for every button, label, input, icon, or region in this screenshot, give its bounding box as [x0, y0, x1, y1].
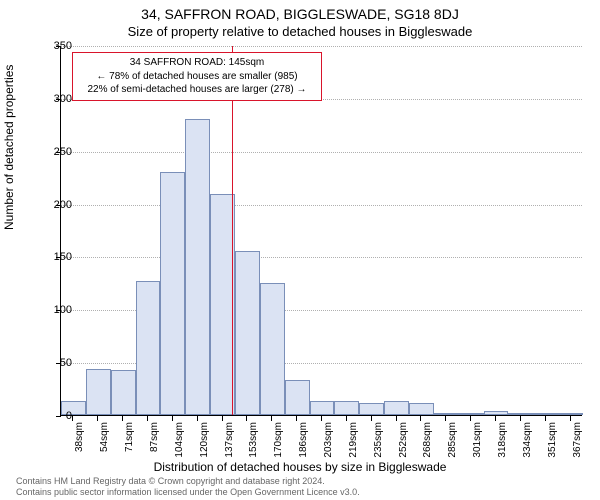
gridline — [61, 205, 582, 206]
xtick-mark — [396, 416, 397, 421]
footer-line: Contains public sector information licen… — [16, 487, 360, 498]
histogram-bar — [484, 411, 509, 415]
histogram-bar — [136, 281, 161, 415]
xtick-mark — [122, 416, 123, 421]
gridline — [61, 257, 582, 258]
histogram-bar — [334, 401, 359, 415]
xtick-mark — [246, 416, 247, 421]
xtick-mark — [445, 416, 446, 421]
histogram-bar — [533, 413, 558, 415]
histogram-bar — [508, 413, 533, 415]
xtick-mark — [296, 416, 297, 421]
ytick-label: 250 — [32, 146, 72, 158]
xtick-mark — [495, 416, 496, 421]
plot-area — [60, 46, 582, 416]
xtick-mark — [197, 416, 198, 421]
xtick-mark — [97, 416, 98, 421]
histogram-bar — [235, 251, 260, 415]
ytick-label: 300 — [32, 93, 72, 105]
ytick-label: 50 — [32, 357, 72, 369]
xtick-mark — [72, 416, 73, 421]
histogram-bar — [384, 401, 409, 415]
xtick-mark — [172, 416, 173, 421]
xtick-mark — [420, 416, 421, 421]
ytick-label: 200 — [32, 199, 72, 211]
histogram-bar — [310, 401, 335, 415]
xtick-mark — [321, 416, 322, 421]
xtick-mark — [570, 416, 571, 421]
histogram-bar — [160, 172, 185, 415]
annotation-line: ← 78% of detached houses are smaller (98… — [79, 70, 315, 84]
ytick-label: 350 — [32, 40, 72, 52]
histogram-bar — [409, 403, 434, 415]
ytick-label: 0 — [32, 410, 72, 422]
xtick-mark — [222, 416, 223, 421]
gridline — [61, 152, 582, 153]
histogram-bar — [111, 370, 136, 415]
annotation-box: 34 SAFFRON ROAD: 145sqm ← 78% of detache… — [72, 52, 322, 101]
ytick-label: 150 — [32, 251, 72, 263]
histogram-bar — [459, 413, 484, 415]
histogram-bar — [260, 283, 285, 415]
histogram-bar — [359, 403, 384, 415]
chart-container: 34, SAFFRON ROAD, BIGGLESWADE, SG18 8DJ … — [0, 0, 600, 500]
xtick-mark — [520, 416, 521, 421]
chart-title-sub: Size of property relative to detached ho… — [0, 24, 600, 39]
footer-attribution: Contains HM Land Registry data © Crown c… — [16, 476, 360, 499]
xtick-mark — [371, 416, 372, 421]
histogram-bar — [86, 369, 111, 416]
xtick-mark — [545, 416, 546, 421]
reference-line — [232, 46, 233, 415]
histogram-bar — [185, 119, 210, 415]
xtick-mark — [470, 416, 471, 421]
histogram-bar — [434, 413, 459, 415]
annotation-line: 34 SAFFRON ROAD: 145sqm — [79, 56, 315, 70]
y-axis-label: Number of detached properties — [2, 65, 16, 230]
gridline — [61, 46, 582, 47]
xtick-mark — [346, 416, 347, 421]
footer-line: Contains HM Land Registry data © Crown c… — [16, 476, 360, 487]
chart-title-main: 34, SAFFRON ROAD, BIGGLESWADE, SG18 8DJ — [0, 6, 600, 22]
x-axis-label: Distribution of detached houses by size … — [0, 460, 600, 474]
histogram-bar — [558, 413, 583, 415]
annotation-line: 22% of semi-detached houses are larger (… — [79, 83, 315, 97]
histogram-bar — [285, 380, 310, 415]
xtick-mark — [147, 416, 148, 421]
ytick-label: 100 — [32, 304, 72, 316]
xtick-mark — [271, 416, 272, 421]
